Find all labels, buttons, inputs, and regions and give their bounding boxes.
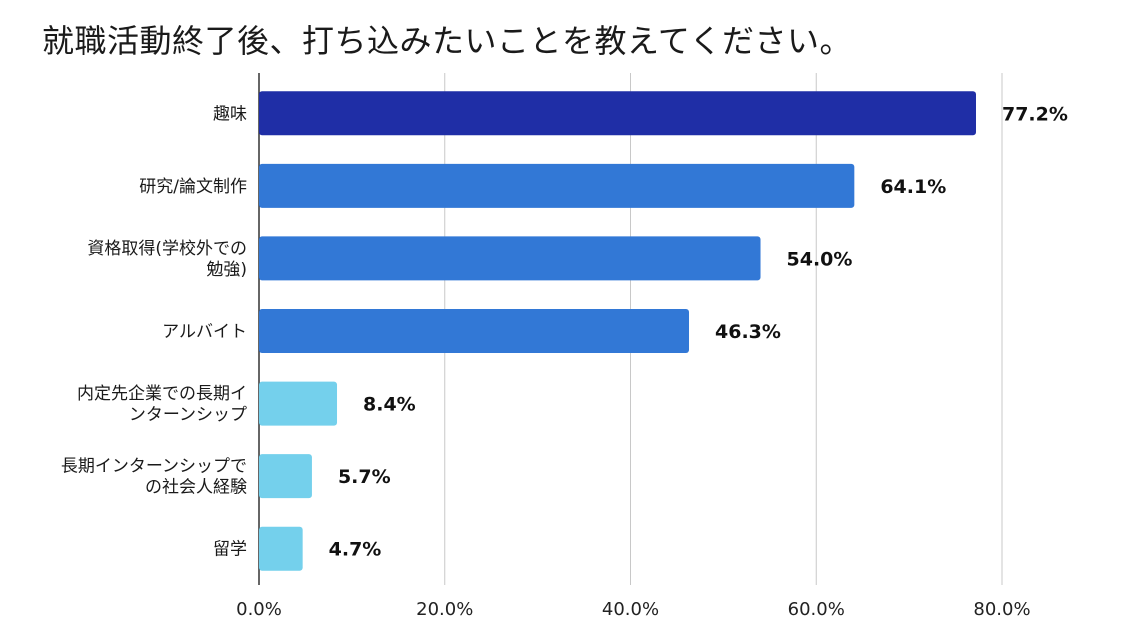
bar: [259, 91, 976, 136]
data-label: 64.1%: [880, 176, 946, 198]
bar: [259, 526, 303, 571]
bar: [259, 454, 312, 499]
x-tick-label: 0.0%: [236, 599, 282, 620]
data-label: 8.4%: [363, 394, 416, 416]
x-tick-label: 40.0%: [602, 599, 659, 620]
category-label: 内定先企業での長期イ: [77, 384, 247, 404]
x-tick-label: 60.0%: [788, 599, 845, 620]
category-label: 研究/論文制作: [139, 177, 247, 197]
data-label: 46.3%: [715, 321, 781, 343]
data-label: 54.0%: [787, 248, 853, 270]
category-label: 趣味: [213, 104, 247, 124]
category-label: 留学: [213, 540, 247, 560]
data-label: 5.7%: [338, 466, 391, 488]
category-label: ンターンシップ: [129, 405, 247, 425]
category-label: アルバイト: [162, 322, 247, 342]
chart-title: 就職活動終了後、打ち込みたいことを教えてください。: [42, 22, 852, 60]
bar: [259, 236, 761, 281]
category-label: の社会人経験: [145, 478, 247, 498]
bar: [259, 163, 855, 208]
x-tick-label: 20.0%: [416, 599, 473, 620]
data-label: 4.7%: [329, 539, 382, 561]
category-label: 資格取得(学校外での: [87, 239, 247, 259]
bar: [259, 381, 338, 426]
x-tick-label: 80.0%: [973, 599, 1030, 620]
category-label: 勉強): [206, 260, 247, 280]
category-label: 長期インターンシップで: [61, 457, 247, 477]
data-label: 77.2%: [1002, 103, 1068, 125]
bar: [259, 309, 690, 353]
